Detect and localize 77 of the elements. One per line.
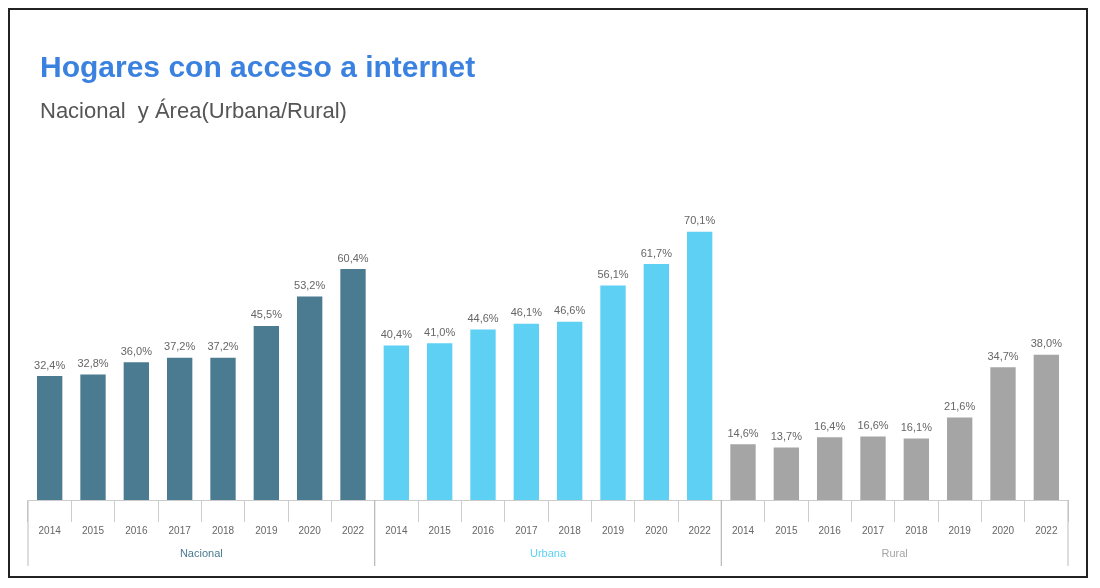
bar <box>816 437 843 500</box>
bar <box>773 447 800 500</box>
data-label: 36,0% <box>120 344 153 357</box>
x-tick-label: 2016 <box>125 524 148 536</box>
bar <box>990 367 1016 500</box>
x-tick-label: 2022 <box>1035 524 1058 536</box>
data-label: 61,7% <box>640 246 673 259</box>
data-label: 16,1% <box>900 420 933 433</box>
data-label: 40,4% <box>380 328 413 340</box>
x-tick-label: 2019 <box>601 524 625 536</box>
x-tick-label: 2020 <box>298 524 322 536</box>
x-tick-label: 2018 <box>905 524 928 536</box>
x-tick-label: 2014 <box>38 524 62 536</box>
data-label: 32,4% <box>34 358 66 371</box>
data-label: 37,2% <box>164 340 196 353</box>
bar <box>1033 354 1060 500</box>
bar <box>946 417 973 500</box>
bar <box>426 343 453 500</box>
data-label: 38,0% <box>1030 337 1063 350</box>
bar <box>123 362 150 500</box>
bar <box>383 345 410 500</box>
data-label: 46,6% <box>554 304 586 317</box>
x-tick-label: 2022 <box>341 524 365 536</box>
x-tick-label: 2017 <box>515 524 538 536</box>
text: Nacional <box>179 547 223 560</box>
bar <box>210 357 236 500</box>
x-tick-label: 2016 <box>818 524 842 536</box>
data-label: 44,6% <box>467 311 499 324</box>
data-label: 60,4% <box>337 251 369 264</box>
x-tick-label: 2015 <box>81 524 105 536</box>
data-label: 53,2% <box>294 279 326 292</box>
bar <box>903 438 930 500</box>
data-label: 46,1% <box>510 306 543 319</box>
x-tick-label: 2015 <box>775 524 798 536</box>
bar <box>80 374 106 500</box>
bar <box>470 329 496 500</box>
x-tick-label: 2017 <box>861 524 885 536</box>
x-tick-label: 2019 <box>948 524 972 536</box>
text: Urbana <box>529 547 567 560</box>
bar <box>296 296 323 500</box>
data-label: 70,1% <box>684 214 716 227</box>
bar <box>36 376 63 500</box>
bar <box>513 323 540 500</box>
bar <box>730 444 756 500</box>
x-tick-label: 2015 <box>428 524 452 536</box>
bar <box>556 321 583 500</box>
x-tick-label: 2018 <box>211 524 235 536</box>
bar <box>686 231 713 500</box>
x-tick-label: 2020 <box>645 524 668 536</box>
x-tick-label: 2018 <box>558 524 582 536</box>
data-label: 41,0% <box>424 325 456 338</box>
x-tick-label: 2019 <box>255 524 278 536</box>
text: Rural <box>881 547 908 560</box>
data-label: 34,7% <box>987 349 1019 362</box>
x-tick-label: 2014 <box>385 524 408 536</box>
bar <box>166 357 193 500</box>
x-tick-label: 2020 <box>991 524 1015 536</box>
data-label: 56,1% <box>597 267 629 280</box>
bar <box>340 268 366 500</box>
data-label: 32,8% <box>77 357 109 370</box>
data-label: 16,6% <box>857 419 889 432</box>
x-tick-label: 2017 <box>168 524 192 536</box>
data-label: 14,6% <box>727 426 759 439</box>
x-tick-label: 2016 <box>471 524 495 536</box>
chart-subtitle: Nacional y Área(Urbana/Rural) <box>40 98 347 124</box>
bar <box>643 264 670 500</box>
data-label: 13,7% <box>770 430 803 443</box>
data-label: 21,6% <box>944 399 976 412</box>
data-label: 16,4% <box>814 419 846 432</box>
bar <box>600 285 626 500</box>
bar <box>860 436 886 500</box>
data-label: 45,5% <box>250 308 283 321</box>
x-tick-label: 2022 <box>688 524 712 536</box>
x-tick-label: 2014 <box>731 524 755 536</box>
bar <box>253 325 280 500</box>
data-label: 37,2% <box>207 340 239 353</box>
chart-title: Hogares con acceso a internet <box>40 50 476 84</box>
